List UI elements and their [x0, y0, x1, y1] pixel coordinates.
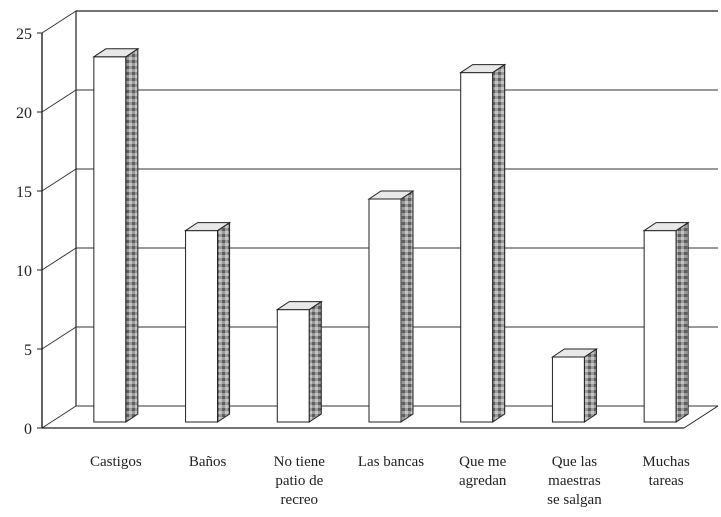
bar-front	[368, 198, 402, 423]
x-tick-label: Castigos	[90, 454, 142, 470]
y-tick-label: 10	[16, 263, 32, 280]
bar-front	[276, 309, 310, 423]
bar-top	[550, 348, 599, 358]
x-tick-label: Que me agredan	[459, 454, 507, 489]
y-tick-label: 25	[16, 26, 32, 43]
bar-top	[642, 222, 690, 232]
bar-front	[643, 230, 677, 423]
bar-top	[459, 64, 507, 74]
bar-side	[492, 63, 506, 423]
side-gridline	[41, 10, 77, 34]
y-tick-label: 15	[16, 184, 32, 201]
floor-right-edge	[683, 405, 719, 429]
x-tick-label: Baños	[189, 454, 227, 470]
side-gridline	[41, 168, 77, 192]
side-gridline	[41, 247, 77, 271]
bar-front	[460, 72, 494, 423]
side-gridline	[41, 405, 77, 429]
bar-front	[93, 56, 127, 423]
y-tick-label: 5	[24, 342, 32, 359]
x-tick-label: Que las maestras se salgan	[547, 454, 602, 508]
bar-top	[183, 222, 232, 232]
y-tick-label: 0	[24, 421, 32, 438]
bar-side	[308, 300, 322, 423]
bar-top	[367, 190, 415, 200]
bar-side	[675, 221, 689, 423]
side-gridline	[41, 326, 77, 350]
bar-side	[217, 221, 231, 423]
bar-side	[400, 190, 414, 423]
bar-side	[125, 47, 139, 423]
bar-top	[92, 48, 140, 58]
bar-side	[583, 348, 597, 423]
bar-front	[185, 230, 219, 423]
bar-top	[275, 301, 323, 311]
x-tick-label: No tiene patio de recreo	[274, 454, 326, 508]
side-gridline	[41, 89, 77, 113]
x-tick-label: Las bancas	[358, 454, 424, 470]
bar-front	[551, 356, 585, 423]
x-tick-label: Muchas tareas	[642, 454, 690, 489]
plot-area: 0 5 10 15 20 25 Castigos Baños No tiene patio de r…	[16, 10, 719, 508]
y-tick-label: 20	[16, 105, 32, 122]
